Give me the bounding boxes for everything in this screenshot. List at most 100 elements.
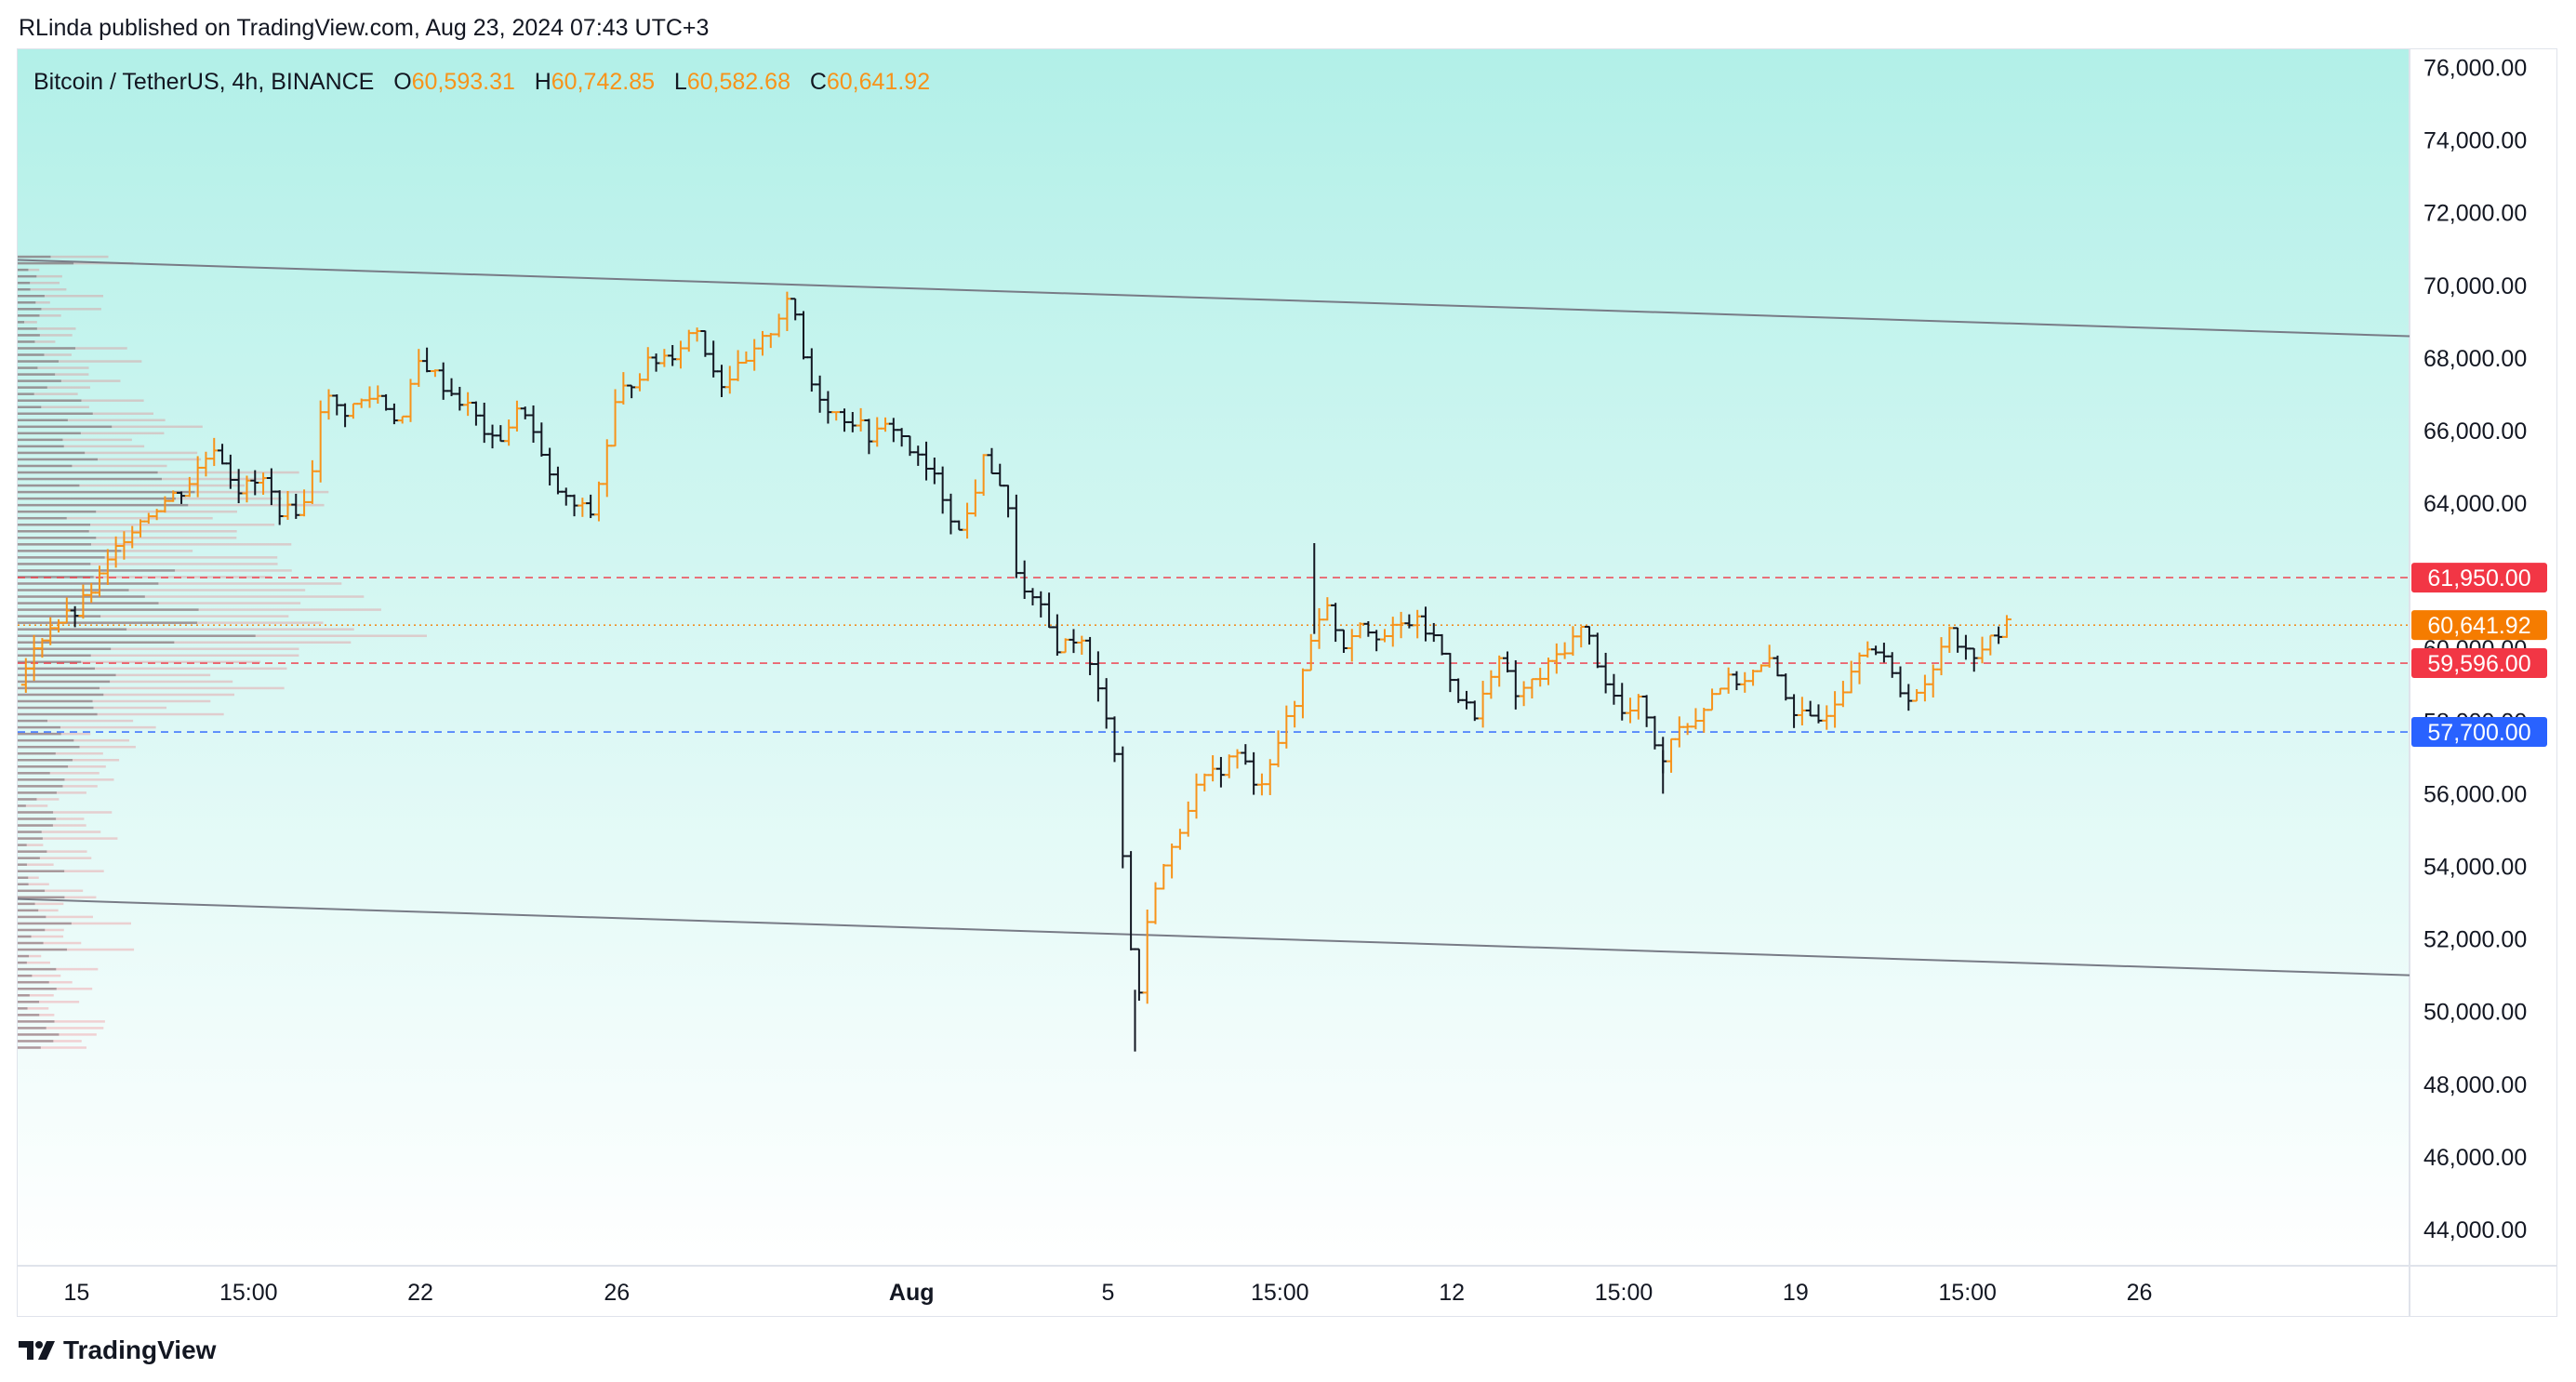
price-tag: 61,950.00 [2411, 563, 2547, 593]
volume-bar [18, 1027, 104, 1030]
volume-bar [18, 837, 118, 840]
x-tick-label: 12 [1439, 1280, 1465, 1306]
y-tick-label: 72,000.00 [2423, 201, 2527, 227]
volume-bar [18, 896, 65, 899]
volume-bar [18, 928, 46, 932]
price-tag-label: 61,950.00 [2427, 565, 2530, 591]
volume-bar [18, 667, 287, 671]
volume-bar [18, 340, 56, 343]
volume-bar [18, 255, 51, 259]
volume-bar [18, 725, 60, 729]
volume-bar [18, 399, 144, 402]
volume-bar [18, 758, 73, 762]
volume-bar [18, 464, 167, 468]
volume-bar [18, 647, 299, 651]
x-tick-label: 26 [604, 1280, 630, 1306]
price-tag-label: 60,641.92 [2427, 613, 2530, 639]
horizontal-levels [18, 577, 2410, 733]
volume-bar [18, 516, 67, 520]
volume-bar [18, 699, 211, 703]
volume-bar [18, 941, 44, 945]
price-tag-box [2411, 648, 2547, 679]
volume-bar [18, 889, 46, 893]
volume-bar [18, 458, 202, 461]
volume-bar [18, 922, 131, 925]
volume-bar [18, 876, 39, 880]
volume-bar [18, 1020, 105, 1023]
volume-bar [18, 1040, 82, 1043]
volume-bar [18, 798, 60, 801]
close-value: 60,641.92 [826, 69, 931, 95]
volume-bar [18, 1007, 28, 1010]
volume-bar [18, 432, 81, 435]
volume-bar [18, 987, 93, 990]
volume-bar [18, 340, 35, 343]
volume-bar [18, 621, 324, 624]
volume-bar [18, 595, 365, 598]
volume-bar [18, 308, 101, 311]
open-value: 60,593.31 [411, 69, 515, 95]
volume-bar [18, 863, 27, 866]
volume-bar [18, 1014, 55, 1017]
volume-bar [18, 314, 40, 317]
x-tick-label: 15:00 [219, 1280, 278, 1306]
volume-bar [18, 699, 93, 703]
volume-bar [18, 915, 46, 919]
volume-bar [18, 1033, 60, 1036]
volume-bar [18, 883, 49, 886]
volume-bar [18, 765, 106, 768]
volume-bar [18, 445, 64, 448]
price-tags: 61,950.00 59,596.00 57,700.00 60,641.92 [2411, 563, 2547, 748]
volume-bar [18, 831, 101, 833]
volume-bar [18, 909, 59, 912]
y-tick-label: 50,000.00 [2423, 1000, 2527, 1026]
volume-bar [18, 974, 33, 977]
volume-bar [18, 915, 94, 919]
volume-bar [18, 844, 44, 846]
volume-bar [18, 641, 175, 644]
volume-bar [18, 778, 114, 781]
volume-bar [18, 321, 37, 324]
volume-bar [18, 419, 166, 422]
publisher-attribution: RLinda published on TradingView.com, Aug… [19, 15, 710, 41]
volume-bar [18, 497, 283, 500]
volume-bar [18, 1014, 40, 1017]
volume-bar [18, 772, 100, 775]
volume-bar [18, 935, 32, 938]
volume-bar [18, 327, 37, 330]
volume-bar [18, 595, 145, 598]
volume-bar [18, 419, 68, 422]
volume-bar [18, 550, 122, 552]
volume-bar [18, 569, 292, 572]
volume-bar [18, 686, 100, 690]
volume-bar [18, 274, 37, 278]
volume-bar [18, 589, 129, 591]
volume-bar [18, 497, 176, 500]
volume-bar [18, 811, 54, 814]
volume-bar [18, 516, 213, 520]
volume-bar [18, 582, 342, 585]
volume-bar [18, 1046, 86, 1049]
volume-bar [18, 909, 39, 912]
volume-bar [18, 405, 89, 408]
volume-bar [18, 961, 50, 964]
y-tick-label: 52,000.00 [2423, 927, 2527, 953]
volume-bar [18, 634, 256, 637]
volume-bar [18, 738, 129, 742]
volume-bar [18, 608, 199, 611]
volume-bar [18, 850, 87, 853]
channel-line [17, 259, 2410, 338]
volume-bar [18, 785, 63, 788]
volume-bar [18, 751, 103, 755]
volume-bar [18, 954, 42, 958]
chart-area[interactable] [17, 48, 2557, 1317]
volume-bar [18, 392, 34, 395]
volume-bar [18, 589, 306, 591]
tradingview-logo[interactable]: TradingView [19, 1335, 216, 1365]
y-tick-label: 76,000.00 [2423, 56, 2527, 82]
volume-bar [18, 399, 82, 402]
volume-bar [18, 654, 299, 658]
volume-bar [18, 1001, 80, 1003]
volume-bar [18, 563, 91, 565]
